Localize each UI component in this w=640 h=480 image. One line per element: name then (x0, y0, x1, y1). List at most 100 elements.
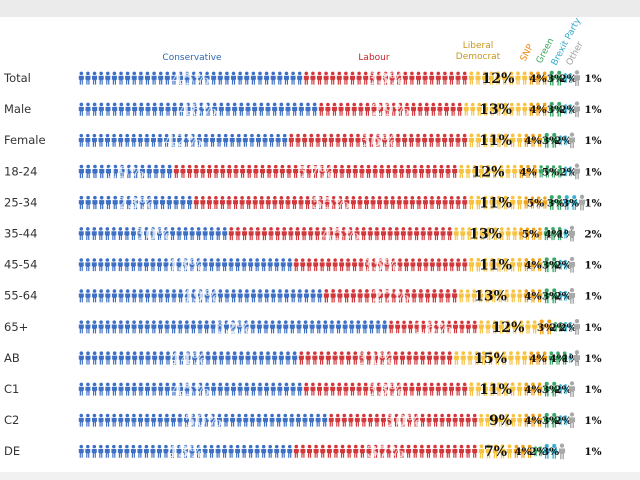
value-label-labour: 31% (357, 349, 394, 368)
person-icon (257, 382, 263, 396)
person-icon (278, 196, 284, 209)
person-icon (455, 258, 461, 272)
value-label-other: 1% (584, 415, 601, 427)
person-icon (372, 164, 378, 178)
person-icon (405, 164, 411, 178)
person-icon (470, 102, 476, 116)
person-icon (323, 289, 329, 303)
person-icon (255, 133, 261, 147)
person-icon (344, 289, 350, 303)
person-icon (144, 71, 151, 85)
person-icon (442, 133, 448, 147)
person-icon (437, 102, 443, 116)
person-icon (125, 351, 131, 365)
bar-row-18-24: 19% 57% 12% 4% 5% 2% 1% (78, 162, 602, 181)
person-icon (330, 71, 336, 85)
person-icon (138, 102, 144, 116)
value-label-conservative: 45% (172, 380, 209, 399)
value-label-other: 1% (584, 260, 601, 272)
person-icon (341, 413, 347, 427)
person-icon (375, 320, 381, 334)
person-icon (187, 195, 193, 210)
person-icon (356, 382, 362, 396)
person-icon (252, 351, 258, 365)
person-icon (105, 320, 111, 334)
person-icon (111, 413, 117, 427)
person-icon (394, 227, 400, 241)
person-icon (223, 413, 229, 427)
value-label-brexit: 2% (559, 73, 576, 85)
person-icon (325, 351, 331, 365)
person-icon (218, 351, 224, 365)
person-icon (131, 320, 137, 334)
person-icon (125, 102, 131, 116)
person-icon (364, 289, 370, 303)
person-icon (78, 102, 84, 116)
person-icon (455, 382, 461, 396)
person-icon (558, 443, 566, 460)
person-icon (462, 133, 468, 147)
person-icon (284, 289, 290, 303)
person-icon (237, 289, 243, 303)
person-icon (291, 196, 297, 209)
person-icon (326, 258, 332, 272)
person-icon (465, 413, 471, 427)
person-icon (270, 289, 276, 303)
person-icon (256, 320, 262, 334)
person-icon (458, 164, 464, 178)
person-icon (411, 102, 417, 116)
person-icon (209, 444, 215, 458)
person-icon (85, 289, 91, 303)
bar-row-c1: 45% 33% 11% 4% 3%2% 1% (78, 380, 602, 399)
person-icon (85, 258, 91, 272)
person-icon (408, 133, 414, 147)
person-icon (236, 133, 242, 147)
person-icon (151, 413, 157, 427)
person-icon (401, 320, 407, 334)
person-icon (452, 164, 458, 178)
person-icon (261, 258, 267, 272)
bar-segment-other (558, 443, 566, 460)
value-label-green: 3% (542, 135, 559, 147)
person-icon (145, 102, 151, 116)
person-icon (228, 444, 234, 458)
row-label-65-: 65+ (4, 320, 28, 334)
person-icon (153, 164, 159, 179)
person-icon (409, 196, 415, 209)
person-icon (400, 227, 406, 241)
bar-row-female: 42% 36% 11% 4% 3%2% 1% (78, 131, 602, 150)
person-icon (472, 413, 478, 427)
person-icon (440, 227, 446, 241)
person-icon (280, 444, 286, 458)
person-icon (303, 71, 309, 85)
person-icon (125, 289, 131, 303)
person-icon (293, 444, 299, 458)
value-label-snp: 5% (522, 229, 539, 241)
person-icon (105, 71, 111, 85)
person-icon (253, 164, 259, 178)
person-icon (382, 320, 388, 334)
person-icon (453, 320, 458, 334)
person-icon (289, 320, 295, 334)
value-label-green: 3% (542, 260, 559, 272)
person-icon (242, 133, 248, 147)
person-icon (478, 413, 484, 427)
person-icon (322, 413, 328, 427)
person-icon (273, 164, 279, 178)
top-bar (0, 0, 640, 17)
person-icon (85, 227, 91, 241)
person-icon (211, 71, 217, 85)
person-icon (215, 227, 221, 241)
person-icon (440, 351, 446, 365)
person-icon (249, 133, 255, 147)
person-icon (319, 351, 325, 365)
value-label-brexit: 2% (554, 415, 571, 427)
value-label-conservative: 23% (117, 193, 154, 212)
person-icon (225, 351, 231, 365)
value-label-other: 1% (584, 135, 601, 147)
person-icon (468, 71, 474, 85)
person-icon (91, 133, 97, 147)
person-icon (91, 444, 97, 458)
person-icon (112, 351, 118, 365)
